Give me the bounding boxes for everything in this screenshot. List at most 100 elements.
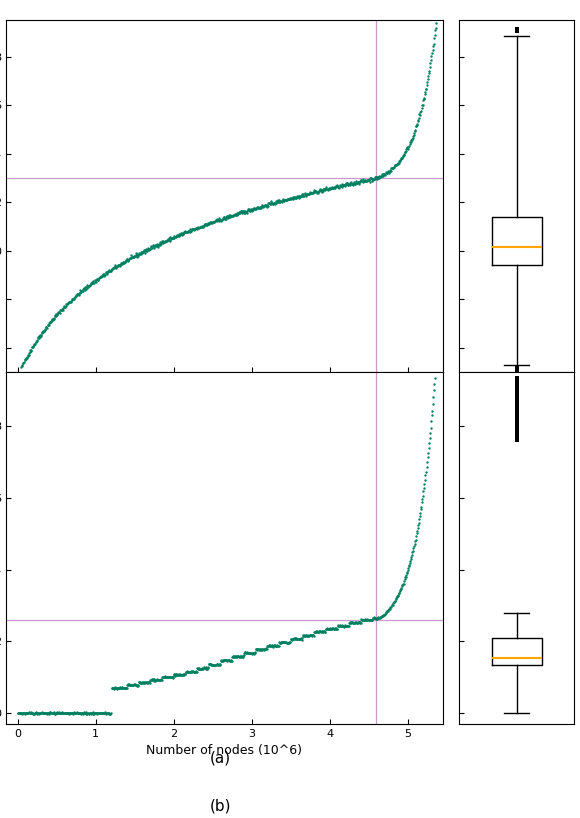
Point [163,233,172,246]
Point [301,628,310,641]
Point [43,319,52,332]
Point [140,676,149,690]
Point [396,583,405,596]
Point [332,622,342,635]
Point [205,658,215,671]
Point [137,245,147,258]
Point [397,582,406,595]
Point [227,654,236,667]
Point [183,225,192,238]
Point [20,706,30,719]
Point [130,249,140,263]
Point [350,617,359,630]
Point [211,658,220,672]
Point [53,707,63,720]
Point [138,676,147,689]
Point [350,178,360,191]
Point [169,231,178,245]
Point [49,706,58,719]
Point [329,182,338,195]
Point [135,247,144,260]
Point [165,234,174,247]
Point [184,665,194,678]
Point [338,619,347,632]
Point [203,661,212,674]
Point [239,649,248,662]
Point [95,707,104,720]
Point [349,178,358,191]
Point [223,654,232,667]
Point [211,213,220,227]
Point [238,650,247,663]
Point [59,302,68,315]
Point [246,203,255,216]
Point [320,183,329,196]
Point [219,210,228,223]
Point [143,676,152,689]
Point [56,307,65,320]
Point [67,293,77,306]
Point [42,320,51,333]
Point [193,221,202,234]
Point [13,707,23,720]
Point [60,707,70,720]
Point [229,209,238,222]
Point [154,673,163,686]
Point [212,658,222,671]
Point [161,670,170,683]
Point [240,645,249,658]
Point [231,649,240,663]
Point [308,186,317,199]
Point [152,238,161,251]
Point [416,500,426,513]
Point [155,237,164,250]
Point [205,215,215,228]
Point [26,706,35,719]
Point [27,707,37,720]
Point [158,235,167,248]
Point [70,291,79,304]
Point [59,707,68,720]
Point [198,220,208,233]
Point [110,682,119,695]
Point [229,649,238,663]
Point [362,614,372,627]
Point [143,676,152,689]
Point [112,681,121,694]
Point [41,320,50,333]
Point [198,661,207,674]
Point [98,267,107,281]
Point [56,303,65,317]
Point [387,164,396,178]
Point [311,186,320,199]
Point [253,642,262,655]
Point [50,312,59,325]
Point [262,199,271,212]
Point [126,249,135,262]
Point [406,553,415,566]
Point [71,290,81,303]
Point [368,173,378,186]
Point [78,282,88,295]
Point [416,503,425,516]
Point [275,194,284,207]
Point [17,706,26,719]
Point [230,650,240,663]
Point [174,668,183,681]
Point [339,178,349,191]
Point [106,265,115,278]
Point [404,561,413,574]
Point [353,176,362,189]
Point [182,226,191,239]
Point [311,624,320,637]
Point [374,172,383,185]
Point [281,194,290,207]
Point [328,182,337,195]
Point [106,708,115,721]
Point [179,226,188,239]
Point [35,707,44,720]
Point [231,209,241,222]
Point [246,647,256,660]
Point [347,616,357,629]
Point [274,195,283,208]
